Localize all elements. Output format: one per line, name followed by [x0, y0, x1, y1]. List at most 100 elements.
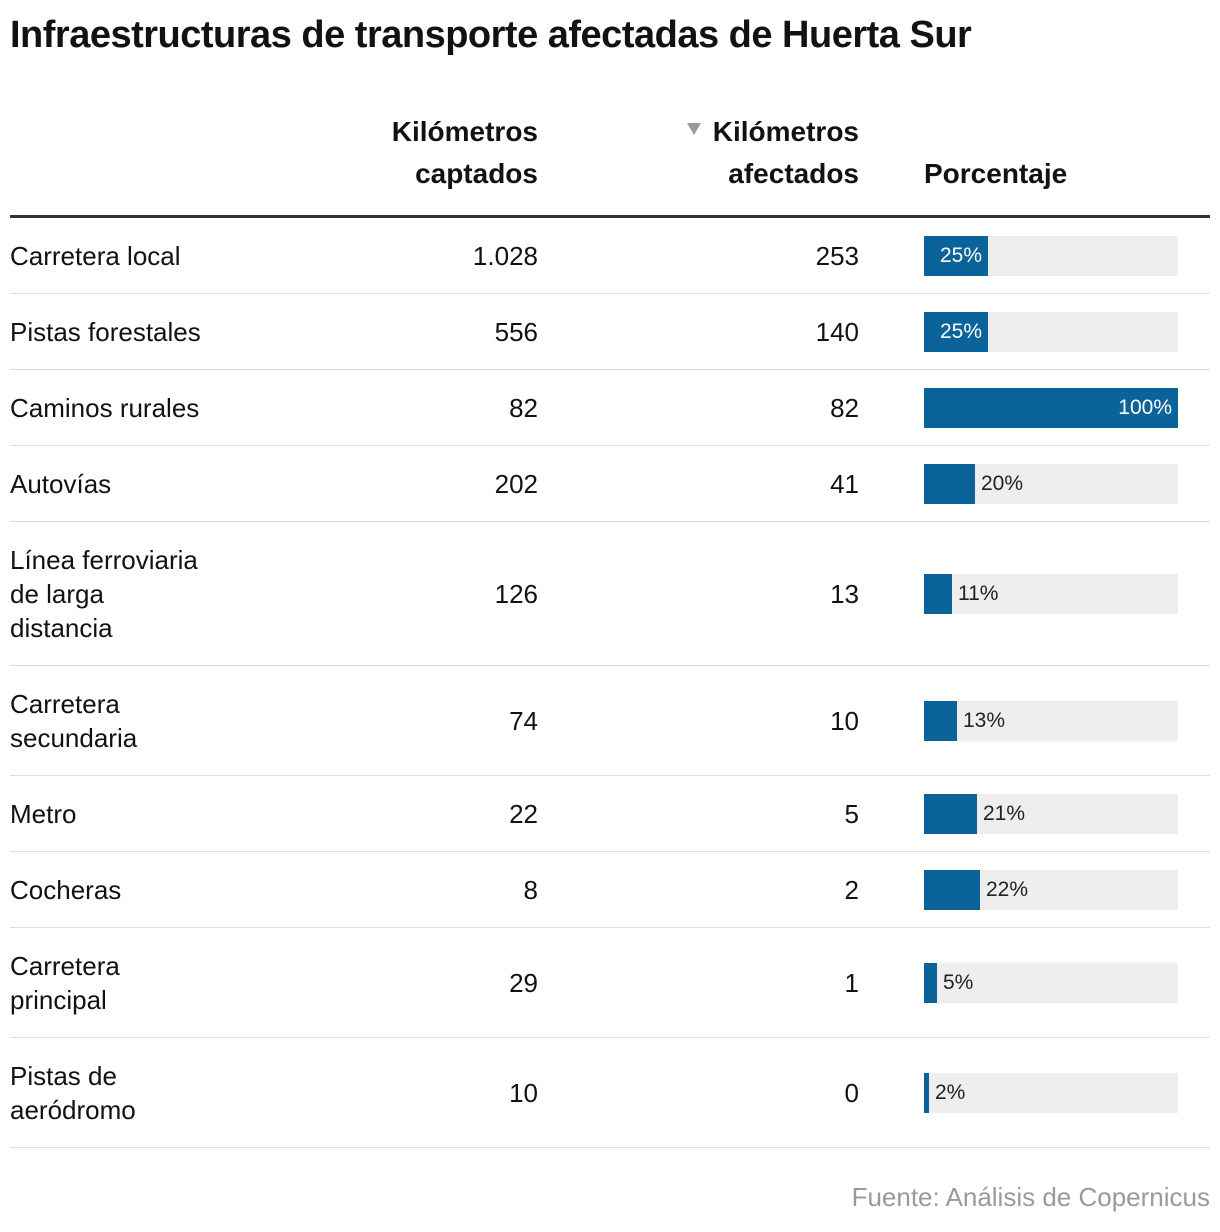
bar-fill [924, 869, 980, 910]
bar-fill [924, 700, 957, 741]
table-row: Caminos rurales 82 82 100% [10, 370, 1210, 446]
row-name-line: secundaria [10, 722, 138, 753]
km-afectados-value: 41 [830, 468, 859, 499]
km-afectados-value: 2 [844, 874, 859, 905]
row-name-line: Carretera local [10, 240, 181, 271]
km-captados-value: 10 [509, 1077, 538, 1108]
row-name: Línea ferroviaria de larga distancia [10, 543, 250, 645]
km-captados-value: 22 [509, 798, 538, 829]
bar-percentage-label: 11% [958, 581, 999, 605]
km-afectados-value: 253 [815, 240, 859, 271]
percentage-bar: 21% [924, 793, 1178, 834]
table-header: Kilómetros captados Kilómetros afectados… [10, 100, 1210, 218]
table-row: Carretera principal 29 1 5% [10, 928, 1210, 1038]
bar-track [924, 573, 1178, 614]
percentage-bar: 25% [924, 311, 1178, 352]
percentage-bar: 2% [924, 1072, 1178, 1113]
bar-percentage-label: 21% [983, 801, 1026, 825]
km-afectados-value: 82 [830, 392, 859, 423]
row-name-line: principal [10, 984, 107, 1015]
km-captados-value: 202 [494, 468, 538, 499]
bar-fill [924, 573, 952, 614]
km-afectados-value: 140 [815, 316, 859, 347]
data-table: Kilómetros captados Kilómetros afectados… [10, 100, 1210, 1148]
header-km-captados[interactable]: Kilómetros captados [392, 111, 538, 195]
km-afectados-value: 1 [844, 967, 859, 998]
header-km-afectados-line1: Kilómetros [712, 116, 859, 147]
row-name-line: Caminos rurales [10, 392, 200, 423]
bar-fill [924, 387, 1178, 428]
km-captados-value: 82 [509, 392, 538, 423]
row-name-line: Pistas de [10, 1060, 117, 1091]
header-km-afectados[interactable]: Kilómetros afectados [686, 111, 859, 195]
km-afectados-value: 5 [844, 798, 859, 829]
bar-percentage-label: 100% [1118, 395, 1172, 419]
row-name: Pistas de aeródromo [10, 1059, 250, 1127]
chart-title: Infraestructuras de transporte afectadas… [10, 14, 972, 56]
row-name: Caminos rurales [10, 391, 250, 425]
row-name-line: Carretera [10, 688, 120, 719]
bar-percentage-label: 20% [981, 471, 1024, 495]
km-captados-value: 556 [494, 316, 538, 347]
percentage-bar: 13% [924, 700, 1178, 741]
km-afectados-value: 13 [830, 578, 859, 609]
bar-fill [924, 235, 988, 276]
bar-percentage-label: 25% [939, 243, 982, 267]
percentage-bar: 5% [924, 962, 1178, 1003]
table-body: Carretera local 1.028 253 25% Pistas foresta… [10, 218, 1210, 1148]
bar-fill [924, 311, 988, 352]
km-captados-value: 126 [494, 578, 538, 609]
bar-fill [924, 1072, 929, 1113]
table-row: Pistas de aeródromo 10 0 2% [10, 1038, 1210, 1148]
row-name-line: Línea ferroviaria [10, 544, 198, 575]
row-name-line: Cocheras [10, 874, 122, 905]
km-captados-value: 74 [509, 705, 538, 736]
row-name: Autovías [10, 467, 250, 501]
header-km-afectados-line1-wrap: Kilómetros [686, 111, 859, 153]
row-name-line: Pistas forestales [10, 316, 201, 347]
percentage-bar: 22% [924, 869, 1178, 910]
bar-percentage-label: 13% [963, 708, 1006, 732]
table-row: Metro 22 5 21% [10, 776, 1210, 852]
bar-track [924, 1072, 1178, 1113]
bar-fill [924, 793, 977, 834]
table-row: Carretera secundaria 74 10 13% [10, 666, 1210, 776]
header-km-afectados-line2: afectados [728, 158, 859, 189]
source-note: Fuente: Análisis de Copernicus [851, 1182, 1210, 1212]
bar-percentage-label: 5% [943, 970, 974, 994]
percentage-bar: 11% [924, 573, 1178, 614]
row-name-line: Autovías [10, 468, 112, 499]
triangle-down-icon [686, 123, 701, 135]
row-name: Carretera secundaria [10, 687, 250, 755]
bar-track [924, 700, 1178, 741]
bar-fill [924, 962, 937, 1003]
row-name-line: distancia [10, 612, 113, 643]
table-row: Cocheras 8 2 22% [10, 852, 1210, 928]
header-porcentaje-label: Porcentaje [924, 158, 1068, 189]
row-name-line: Carretera [10, 950, 120, 981]
percentage-bar: 20% [924, 463, 1178, 504]
row-name: Metro [10, 797, 250, 831]
bar-percentage-label: 25% [939, 319, 982, 343]
km-afectados-value: 10 [830, 705, 859, 736]
row-name: Carretera local [10, 239, 250, 273]
percentage-bar: 25% [924, 235, 1178, 276]
row-name: Cocheras [10, 873, 250, 907]
row-name-line: aeródromo [10, 1094, 136, 1125]
bar-track [924, 962, 1178, 1003]
row-name: Carretera principal [10, 949, 250, 1017]
table-row: Pistas forestales 556 140 25% [10, 294, 1210, 370]
km-captados-value: 1.028 [472, 240, 538, 271]
table-row: Línea ferroviaria de larga distancia 126 13 1… [10, 522, 1210, 666]
bar-percentage-label: 22% [986, 877, 1029, 901]
row-name-line: de larga [10, 578, 104, 609]
bar-fill [924, 463, 975, 504]
row-name: Pistas forestales [10, 315, 250, 349]
header-km-captados-line1: Kilómetros [391, 116, 538, 147]
percentage-bar: 100% [924, 387, 1178, 428]
bar-percentage-label: 2% [935, 1080, 966, 1104]
table-row: Carretera local 1.028 253 25% [10, 218, 1210, 294]
header-porcentaje[interactable]: Porcentaje [924, 153, 1067, 195]
table-row: Autovías 202 41 20% [10, 446, 1210, 522]
row-name-line: Metro [10, 798, 77, 829]
